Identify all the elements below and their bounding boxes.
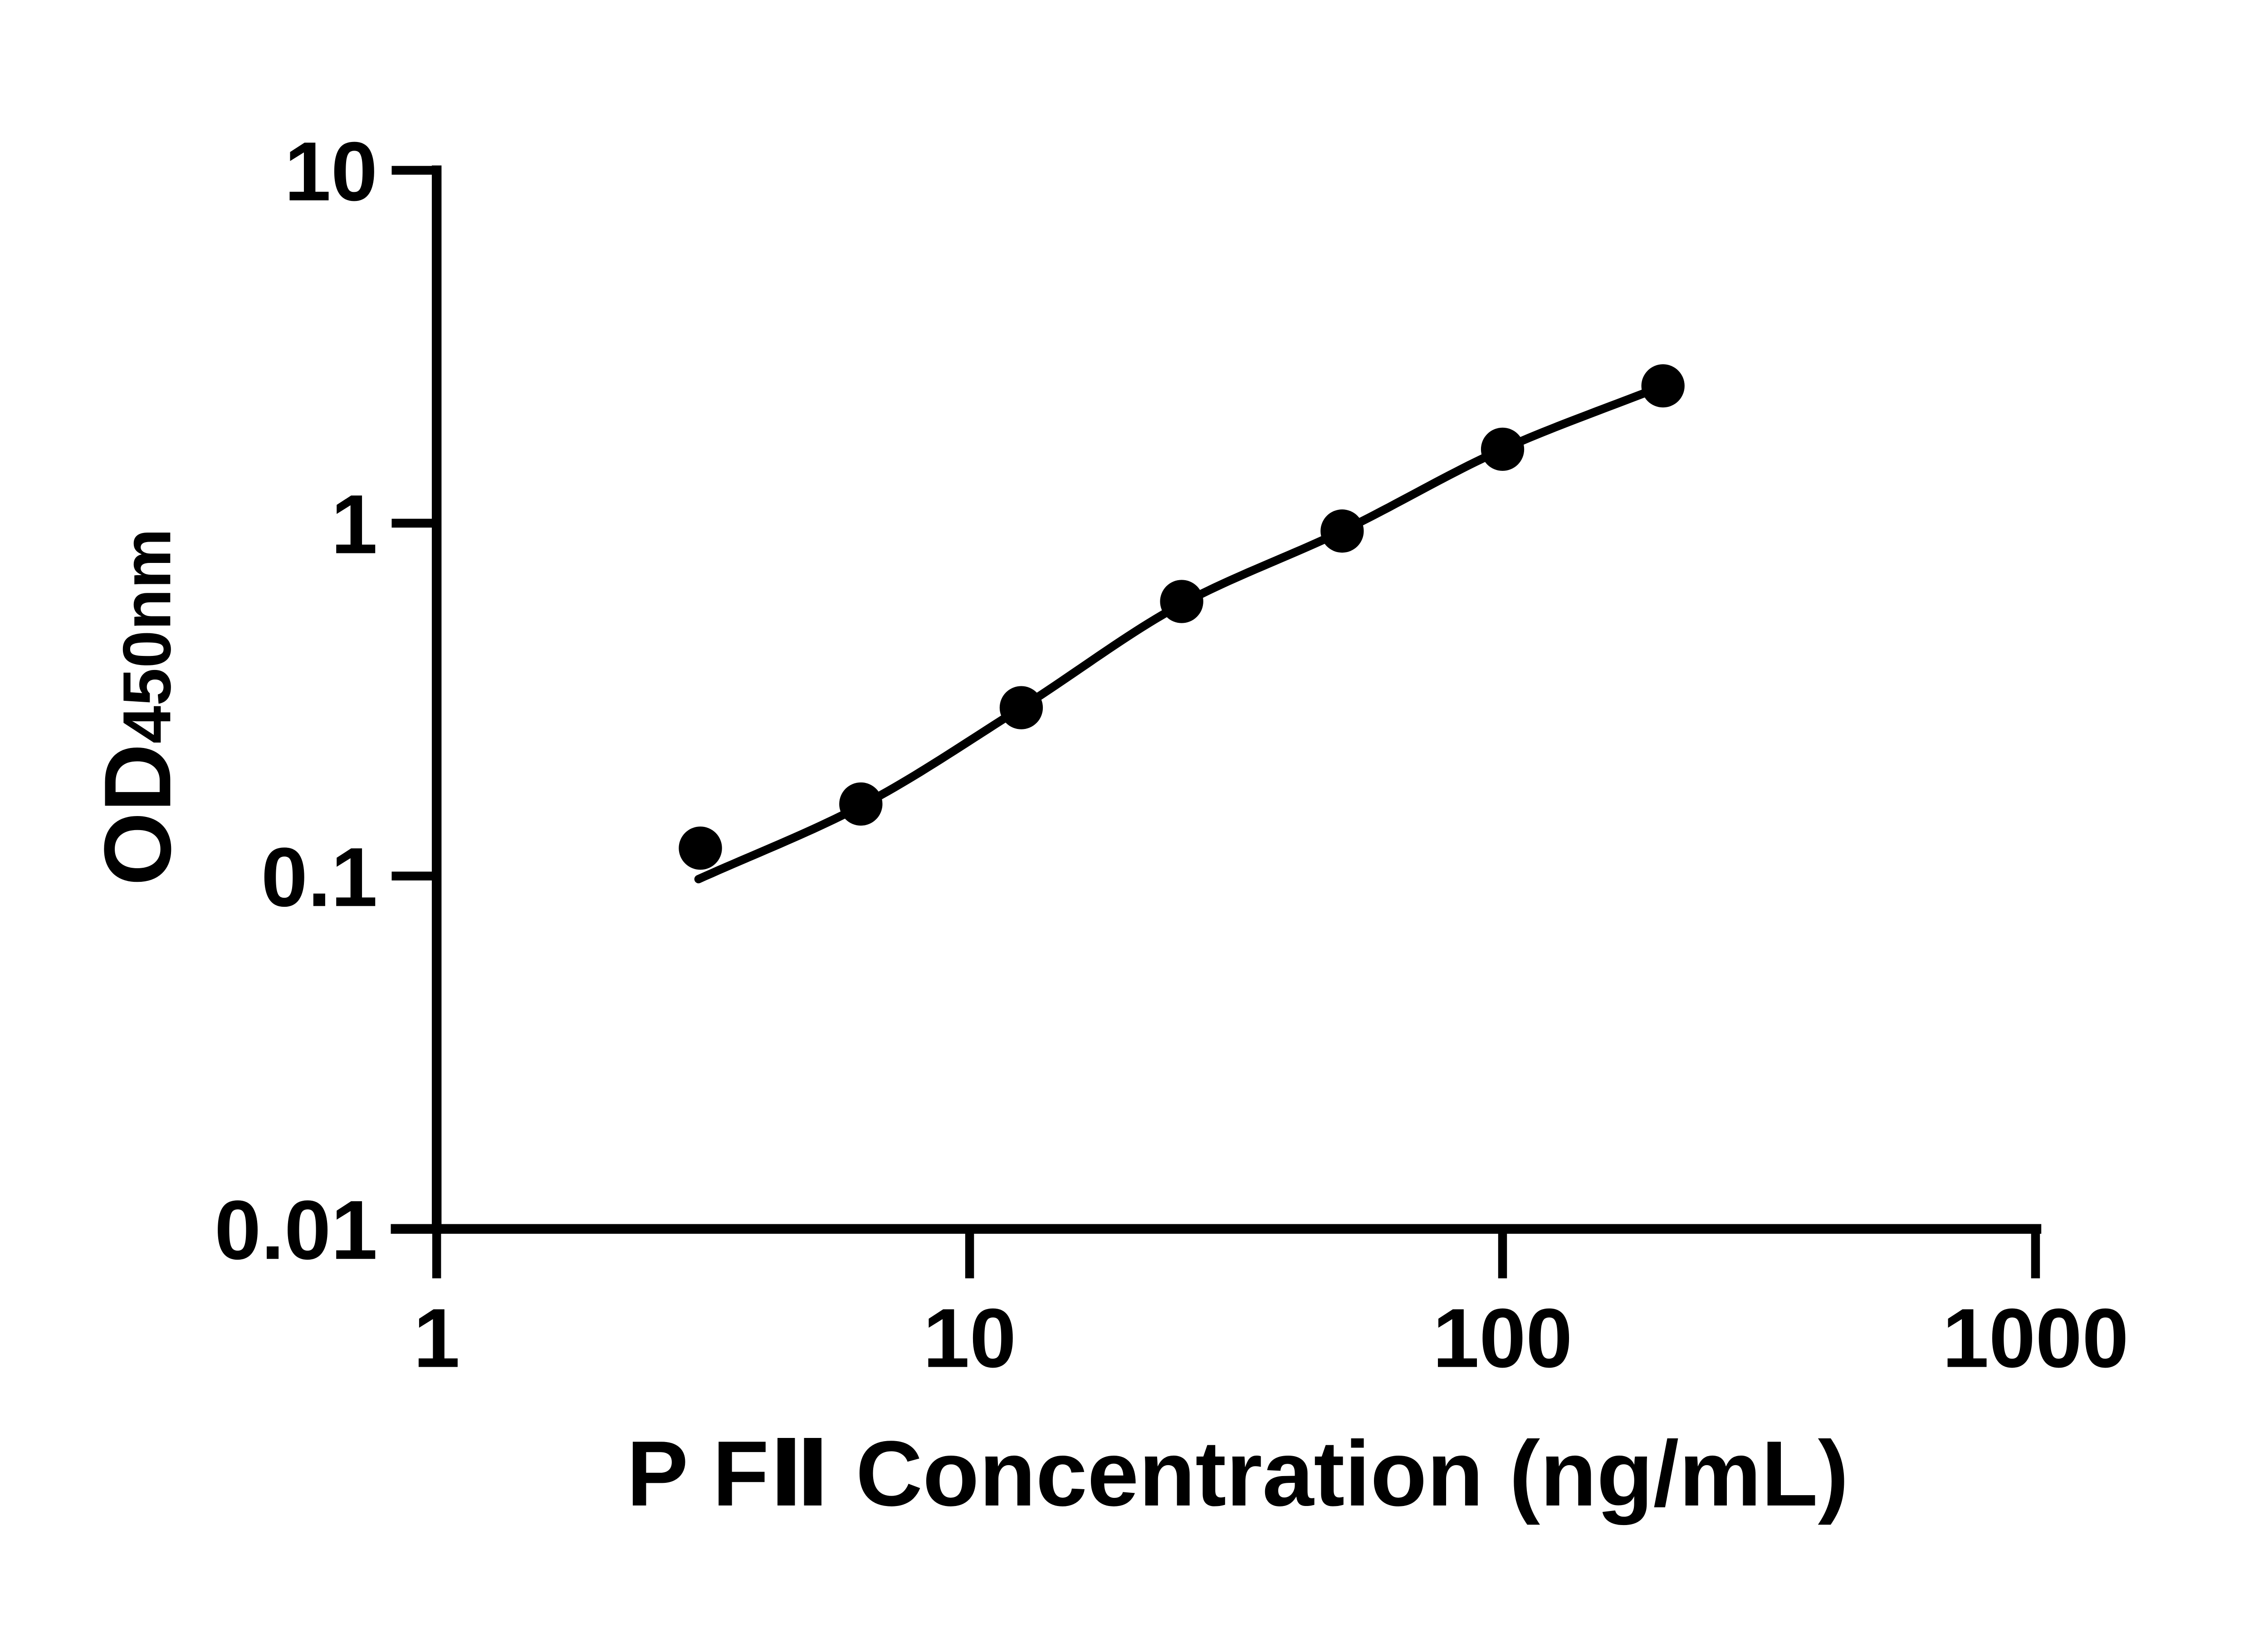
data-point-1 [679, 826, 722, 870]
points-group [679, 364, 1685, 870]
tick-labels-group: 10 1 0.1 0.01 1 10 100 1000 [215, 125, 2129, 1385]
x-axis-title: P FⅡ Concentration (ng/mL) [626, 1422, 1848, 1525]
data-point-6 [1481, 427, 1525, 471]
data-point-7 [1641, 364, 1685, 408]
data-point-4 [1160, 580, 1203, 623]
y-tick-label-0.01: 0.01 [215, 1183, 378, 1277]
x-tick-label-10: 10 [923, 1292, 1017, 1385]
y-tick-label-10: 10 [284, 125, 378, 219]
y-tick-label-1: 1 [331, 478, 378, 571]
axes-group [391, 165, 2042, 1234]
x-tick-label-1: 1 [413, 1292, 460, 1385]
y-axis-title: OD450nm [85, 528, 191, 886]
y-axis-title-subscript: 450nm [108, 528, 185, 743]
data-point-2 [839, 782, 883, 826]
y-axis-title-main: OD [85, 743, 191, 886]
x-tick-label-1000: 1000 [1942, 1292, 2129, 1385]
axis-titles-group: P FⅡ Concentration (ng/mL) OD450nm [85, 528, 1848, 1525]
x-tick-label-100: 100 [1432, 1292, 1572, 1385]
y-tick-label-0.1: 0.1 [261, 831, 378, 924]
data-point-3 [999, 686, 1043, 729]
ticks-group [391, 166, 2040, 1279]
data-point-5 [1320, 509, 1364, 553]
